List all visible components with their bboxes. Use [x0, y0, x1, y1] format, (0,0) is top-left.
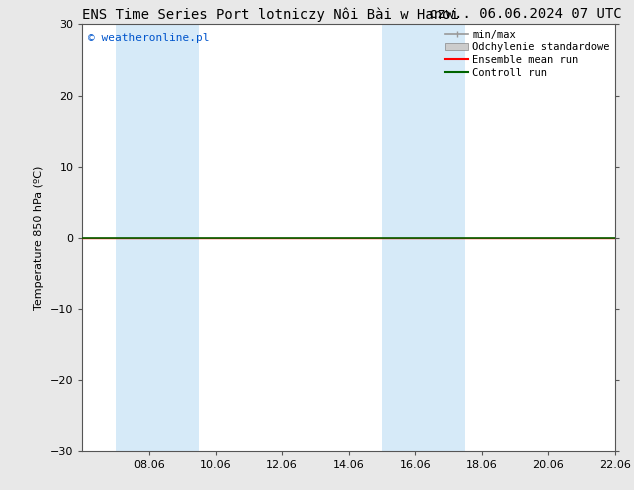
Bar	[382, 24, 465, 451]
Y-axis label: Temperature 850 hPa (ºC): Temperature 850 hPa (ºC)	[34, 166, 44, 310]
Text: ENS Time Series Port lotniczy Nôi Bài w Hanoi: ENS Time Series Port lotniczy Nôi Bài w …	[82, 7, 459, 22]
Text: czw.. 06.06.2024 07 UTC: czw.. 06.06.2024 07 UTC	[429, 7, 621, 22]
Text: © weatheronline.pl: © weatheronline.pl	[87, 33, 209, 43]
Legend: min/max, Odchylenie standardowe, Ensemble mean run, Controll run: min/max, Odchylenie standardowe, Ensembl…	[443, 27, 612, 79]
Bar	[116, 24, 199, 451]
